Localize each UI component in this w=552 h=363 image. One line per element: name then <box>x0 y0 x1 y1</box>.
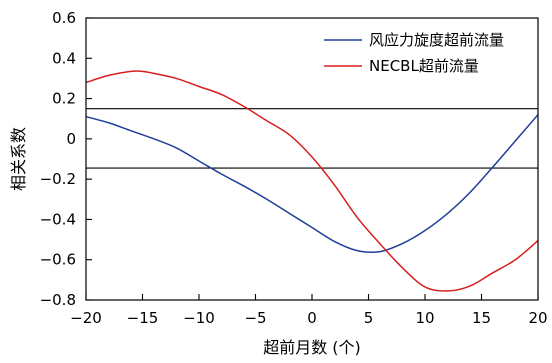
x-tick-label: 5 <box>364 309 374 327</box>
x-tick-label: −15 <box>127 309 159 327</box>
series-layer <box>85 70 539 292</box>
y-tick-label: 0.4 <box>52 49 76 67</box>
y-tick-label: −0.4 <box>40 210 76 228</box>
y-tick-label: 0.6 <box>52 9 76 27</box>
x-tick-label: 15 <box>472 309 491 327</box>
y-axis: 0.6 0.4 0.2 0 −0.2 −0.4 −0.6 −0.8 <box>40 9 92 309</box>
y-tick-label: −0.8 <box>40 291 76 309</box>
x-axis-title: 超前月数 (个) <box>263 338 361 357</box>
legend: 风应力旋度超前流量 NECBL超前流量 <box>324 31 504 75</box>
legend-label-2: NECBL超前流量 <box>369 57 479 75</box>
significance-lines <box>86 108 538 169</box>
legend-label-1: 风应力旋度超前流量 <box>369 31 504 49</box>
series-line-1 <box>85 114 539 254</box>
x-axis: −20 −15 −10 −5 0 5 10 15 20 <box>70 294 548 327</box>
x-tick-label: −20 <box>70 309 102 327</box>
x-tick-label: 20 <box>528 309 547 327</box>
x-tick-label: −10 <box>183 309 215 327</box>
y-tick-label: 0 <box>66 130 76 148</box>
series-line-2 <box>85 70 539 292</box>
y-tick-label: −0.6 <box>40 251 76 269</box>
x-tick-label: 0 <box>307 309 317 327</box>
y-tick-label: −0.2 <box>40 170 76 188</box>
x-tick-label: 10 <box>415 309 434 327</box>
x-tick-label: −5 <box>244 309 266 327</box>
y-axis-title: 相关系数 <box>9 127 28 191</box>
y-tick-label: 0.2 <box>52 90 76 108</box>
